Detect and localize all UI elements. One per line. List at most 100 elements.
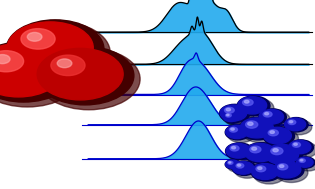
Circle shape	[236, 163, 244, 168]
Circle shape	[229, 127, 238, 132]
Circle shape	[229, 162, 231, 163]
Circle shape	[226, 114, 231, 117]
Circle shape	[242, 119, 281, 143]
Circle shape	[226, 114, 244, 125]
Circle shape	[287, 120, 312, 135]
Circle shape	[226, 114, 229, 116]
Circle shape	[0, 42, 74, 102]
Circle shape	[228, 162, 244, 172]
Circle shape	[271, 147, 283, 155]
Circle shape	[252, 163, 278, 180]
Circle shape	[273, 161, 301, 178]
Circle shape	[288, 140, 313, 155]
Circle shape	[246, 121, 258, 128]
Circle shape	[296, 157, 315, 168]
Circle shape	[233, 162, 254, 174]
Circle shape	[225, 125, 250, 140]
Circle shape	[51, 55, 85, 76]
Circle shape	[289, 140, 311, 154]
Circle shape	[291, 142, 315, 158]
Circle shape	[228, 127, 254, 143]
Circle shape	[7, 22, 93, 74]
Circle shape	[244, 100, 249, 103]
Circle shape	[226, 143, 250, 158]
Circle shape	[265, 129, 299, 149]
Circle shape	[225, 160, 241, 169]
Circle shape	[27, 33, 42, 41]
Circle shape	[226, 160, 239, 168]
Circle shape	[268, 130, 278, 136]
Circle shape	[273, 149, 278, 152]
Circle shape	[265, 144, 302, 166]
Circle shape	[237, 96, 270, 116]
Circle shape	[259, 109, 284, 124]
Circle shape	[220, 105, 247, 121]
Circle shape	[292, 142, 301, 147]
Circle shape	[270, 131, 274, 133]
Circle shape	[263, 127, 295, 146]
Circle shape	[259, 109, 286, 125]
Circle shape	[0, 44, 63, 97]
Circle shape	[239, 117, 277, 140]
Circle shape	[284, 118, 308, 132]
Circle shape	[232, 161, 256, 175]
Circle shape	[265, 112, 269, 115]
Circle shape	[228, 145, 257, 162]
Circle shape	[226, 125, 248, 139]
Circle shape	[264, 127, 291, 144]
Circle shape	[288, 120, 296, 125]
Circle shape	[246, 145, 283, 167]
Circle shape	[294, 143, 297, 145]
Circle shape	[267, 146, 306, 169]
Circle shape	[289, 121, 293, 123]
Circle shape	[223, 112, 238, 122]
Circle shape	[238, 164, 241, 166]
Circle shape	[232, 146, 236, 149]
Circle shape	[250, 146, 261, 153]
Circle shape	[228, 161, 233, 164]
Circle shape	[278, 164, 288, 170]
Circle shape	[37, 48, 123, 100]
Circle shape	[225, 107, 234, 113]
Circle shape	[21, 29, 55, 49]
Circle shape	[0, 55, 10, 64]
Circle shape	[261, 111, 290, 128]
Circle shape	[285, 118, 306, 131]
Circle shape	[235, 163, 260, 178]
Circle shape	[263, 112, 272, 117]
Circle shape	[252, 147, 257, 150]
Circle shape	[244, 143, 279, 163]
Circle shape	[231, 128, 234, 130]
Circle shape	[220, 104, 250, 122]
Circle shape	[240, 118, 273, 138]
Circle shape	[36, 46, 134, 105]
Circle shape	[226, 108, 231, 111]
Circle shape	[0, 51, 24, 72]
Circle shape	[300, 159, 303, 161]
Circle shape	[299, 159, 315, 171]
Circle shape	[299, 159, 305, 162]
Circle shape	[265, 144, 299, 164]
Circle shape	[226, 143, 253, 160]
Circle shape	[256, 166, 266, 172]
Circle shape	[245, 143, 275, 162]
Circle shape	[254, 165, 285, 184]
Circle shape	[222, 106, 254, 125]
Circle shape	[57, 59, 72, 68]
Circle shape	[238, 97, 267, 114]
Circle shape	[223, 112, 240, 122]
Circle shape	[258, 167, 262, 170]
Circle shape	[279, 165, 284, 167]
Circle shape	[6, 20, 104, 78]
Circle shape	[230, 146, 239, 151]
Circle shape	[37, 48, 140, 110]
Circle shape	[8, 22, 110, 83]
Circle shape	[296, 157, 313, 167]
Circle shape	[239, 98, 274, 119]
Circle shape	[0, 43, 80, 107]
Circle shape	[243, 99, 253, 105]
Circle shape	[251, 163, 281, 181]
Circle shape	[272, 161, 304, 180]
Circle shape	[248, 122, 253, 125]
Circle shape	[275, 163, 308, 183]
